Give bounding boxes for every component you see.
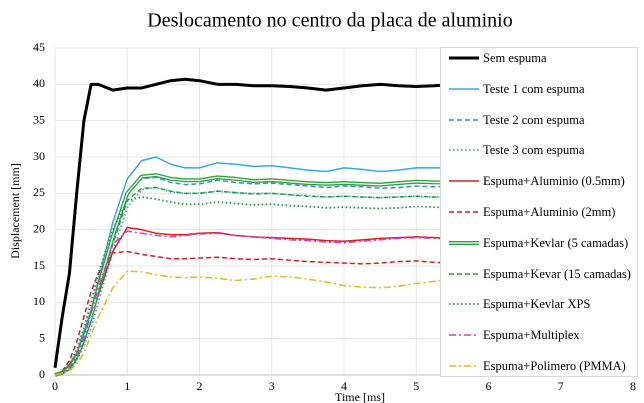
x-tick-label: 0 (52, 379, 58, 393)
legend-swatch (449, 88, 479, 90)
legend-label: Espuma+Polimero (PMMA) (483, 358, 626, 373)
legend-swatch (449, 272, 479, 275)
x-tick-label: 7 (558, 379, 564, 393)
series-line (54, 230, 453, 376)
legend-label: Espuma+Multiplex (483, 328, 580, 343)
y-tick-label: 15 (33, 258, 45, 272)
y-tick-label: 0 (39, 367, 45, 381)
legend: Sem espuma Teste 1 com espuma Teste 2 com … (440, 47, 638, 377)
legend-item: Espuma+Kevlar (5 camadas) (447, 237, 633, 249)
legend-item: Sem espuma (447, 52, 633, 64)
series-line (54, 186, 453, 376)
legend-item: Teste 2 com espuma (447, 112, 633, 127)
legend-label: Espuma+Kevlar XPS (483, 297, 591, 312)
x-tick-label: 6 (486, 379, 492, 393)
legend-swatch (449, 211, 479, 213)
chart-title: Deslocamento no centro da placa de alumi… (147, 10, 512, 32)
legend-label: Teste 2 com espuma (483, 112, 585, 127)
legend-swatch (449, 303, 479, 306)
y-tick-label: 5 (39, 330, 45, 344)
legend-item: Teste 1 com espuma (447, 83, 633, 95)
legend-label: Espuma+Aluminio (2mm) (483, 204, 616, 219)
x-tick-label: 4 (341, 379, 347, 393)
x-tick-label: 3 (269, 379, 275, 393)
legend-swatch (449, 240, 479, 245)
y-tick-label: 30 (33, 149, 45, 163)
legend-item: Espuma+Aluminio (0.5mm) (447, 175, 633, 187)
legend-item: Espuma+Kevar (15 camadas) (447, 266, 633, 281)
legend-label: Teste 1 com espuma (483, 81, 585, 96)
series-line (54, 270, 453, 376)
x-tick-label: 8 (630, 379, 636, 393)
y-axis-label: Displacement [mm] (8, 163, 22, 259)
series-line (54, 156, 453, 376)
legend-item: Espuma+Aluminio (2mm) (447, 206, 633, 218)
series-line (54, 196, 453, 376)
x-axis-label: Time [ms] (335, 390, 385, 403)
legend-item: Espuma+Multiplex (447, 329, 633, 341)
legend-swatch (449, 365, 479, 367)
legend-swatch (449, 180, 479, 182)
legend-swatch (449, 56, 479, 60)
legend-item: Espuma+Polimero (PMMA) (447, 360, 633, 372)
legend-item: Teste 3 com espuma (447, 143, 633, 158)
y-tick-label: 35 (33, 112, 45, 126)
y-tick-label: 20 (33, 221, 45, 235)
legend-item: Espuma+Kevlar XPS (447, 297, 633, 312)
series-line (54, 250, 453, 376)
legend-label: Sem espuma (483, 51, 547, 65)
legend-swatch (449, 118, 479, 121)
x-tick-label: 1 (124, 379, 130, 393)
x-tick-label: 5 (413, 379, 419, 393)
legend-label: Teste 3 com espuma (483, 143, 585, 158)
y-tick-label: 10 (33, 294, 45, 308)
series-line (54, 186, 453, 376)
legend-label: Espuma+Kevlar (5 camadas) (483, 235, 629, 250)
series-line (53, 77, 453, 368)
legend-swatch (449, 334, 479, 336)
series-line (54, 176, 453, 376)
series-line (54, 226, 453, 376)
legend-label: Espuma+Kevar (15 camadas) (483, 266, 631, 281)
legend-swatch (449, 149, 479, 152)
y-tick-label: 45 (33, 40, 45, 54)
x-tick-label: 2 (197, 379, 203, 393)
legend-label: Espuma+Aluminio (0.5mm) (483, 174, 625, 189)
y-tick-label: 40 (33, 76, 45, 90)
y-tick-label: 25 (33, 185, 45, 199)
